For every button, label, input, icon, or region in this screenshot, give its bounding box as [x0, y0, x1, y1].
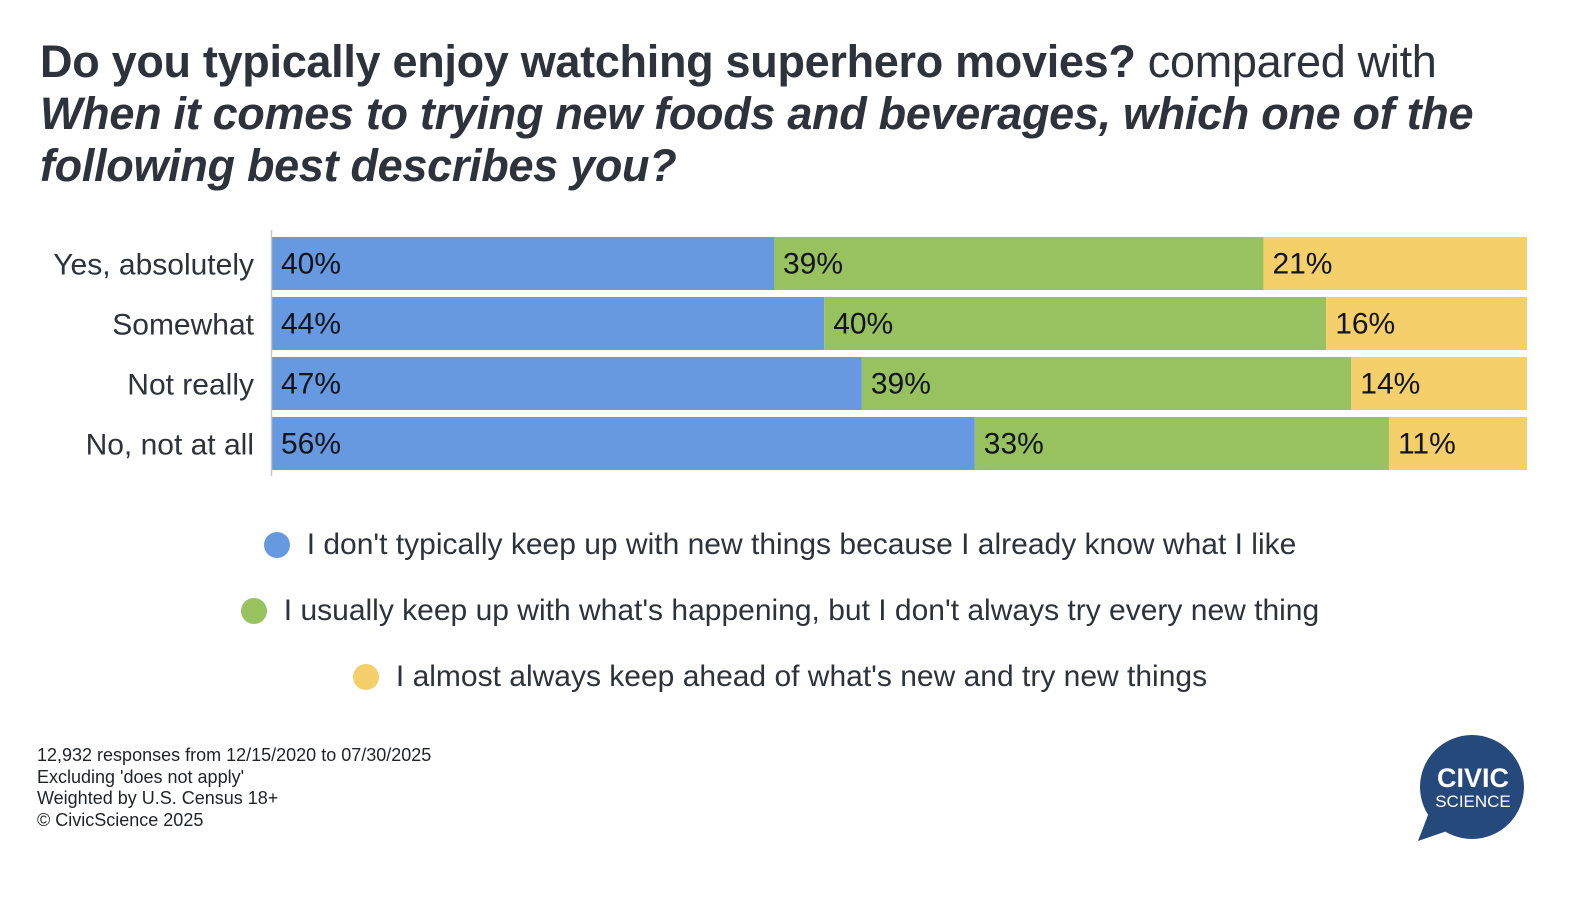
chart-title: Do you typically enjoy watching superher… — [40, 36, 1540, 192]
data-label: 39% — [871, 368, 931, 401]
bar-segment — [974, 417, 1389, 470]
bar-segment — [272, 357, 862, 410]
chart-legend: I don't typically keep up with new thing… — [0, 512, 1560, 710]
legend-marker — [352, 664, 379, 690]
logo-bubble-tail — [1418, 815, 1450, 841]
data-label: 21% — [1272, 248, 1332, 281]
data-label: 39% — [783, 248, 843, 281]
bar-segment — [1263, 237, 1527, 290]
stacked-bar-chart: Yes, absolutely 40% 39% 21% Somewhat 44% 40% 16… — [53, 230, 1527, 476]
data-label: 56% — [281, 428, 341, 461]
footnote-responses: 12,932 responses from 12/15/2020 to 07/3… — [37, 745, 432, 765]
bar-segment — [861, 357, 1352, 410]
bar-segment — [272, 237, 774, 290]
title-question-2: When it comes to trying new foods and be… — [40, 88, 1474, 191]
logo-bubble — [1420, 735, 1524, 839]
category-label: Not really — [127, 369, 254, 402]
bar-segment — [272, 297, 825, 350]
title-connector: compared with — [1147, 36, 1437, 87]
category-label: Yes, absolutely — [53, 249, 254, 282]
data-label: 47% — [281, 368, 341, 401]
footnote-copyright: © CivicScience 2025 — [37, 809, 204, 830]
legend-item: I don't typically keep up with new thing… — [0, 512, 1560, 578]
bar-segment — [1388, 417, 1527, 470]
bar-segment — [774, 237, 1264, 290]
footnote-weighting: Weighted by U.S. Census 18+ — [37, 788, 279, 808]
legend-marker — [240, 598, 267, 624]
bar-segment — [1351, 357, 1527, 410]
legend-marker — [263, 532, 290, 558]
data-label: 16% — [1335, 308, 1395, 341]
data-label: 44% — [281, 308, 341, 341]
bar-segment — [1326, 297, 1527, 350]
footnotes: 12,932 responses from 12/15/2020 to 07/3… — [37, 745, 431, 831]
legend-label: I usually keep up with what's happening,… — [283, 594, 1320, 627]
civicscience-logo: CIVIC SCIENCE — [1418, 735, 1524, 841]
legend-item: I usually keep up with what's happening,… — [0, 578, 1560, 644]
data-label: 33% — [984, 428, 1044, 461]
data-label: 40% — [833, 308, 893, 341]
data-label: 14% — [1360, 368, 1420, 401]
legend-item: I almost always keep ahead of what's new… — [0, 644, 1560, 710]
title-question-1: Do you typically enjoy watching superher… — [40, 36, 1136, 87]
legend-label: I don't typically keep up with new thing… — [306, 528, 1297, 561]
legend-label: I almost always keep ahead of what's new… — [395, 660, 1208, 693]
bar-segment — [824, 297, 1327, 350]
category-label: Somewhat — [112, 309, 254, 342]
category-label: No, not at all — [86, 429, 254, 462]
data-label: 40% — [281, 248, 341, 281]
logo-text-civic: CIVIC — [1437, 763, 1509, 793]
data-label: 11% — [1398, 428, 1456, 461]
footnote-exclusion: Excluding 'does not apply' — [37, 766, 245, 787]
logo-text-science: SCIENCE — [1435, 792, 1511, 811]
bar-segment — [272, 417, 975, 470]
